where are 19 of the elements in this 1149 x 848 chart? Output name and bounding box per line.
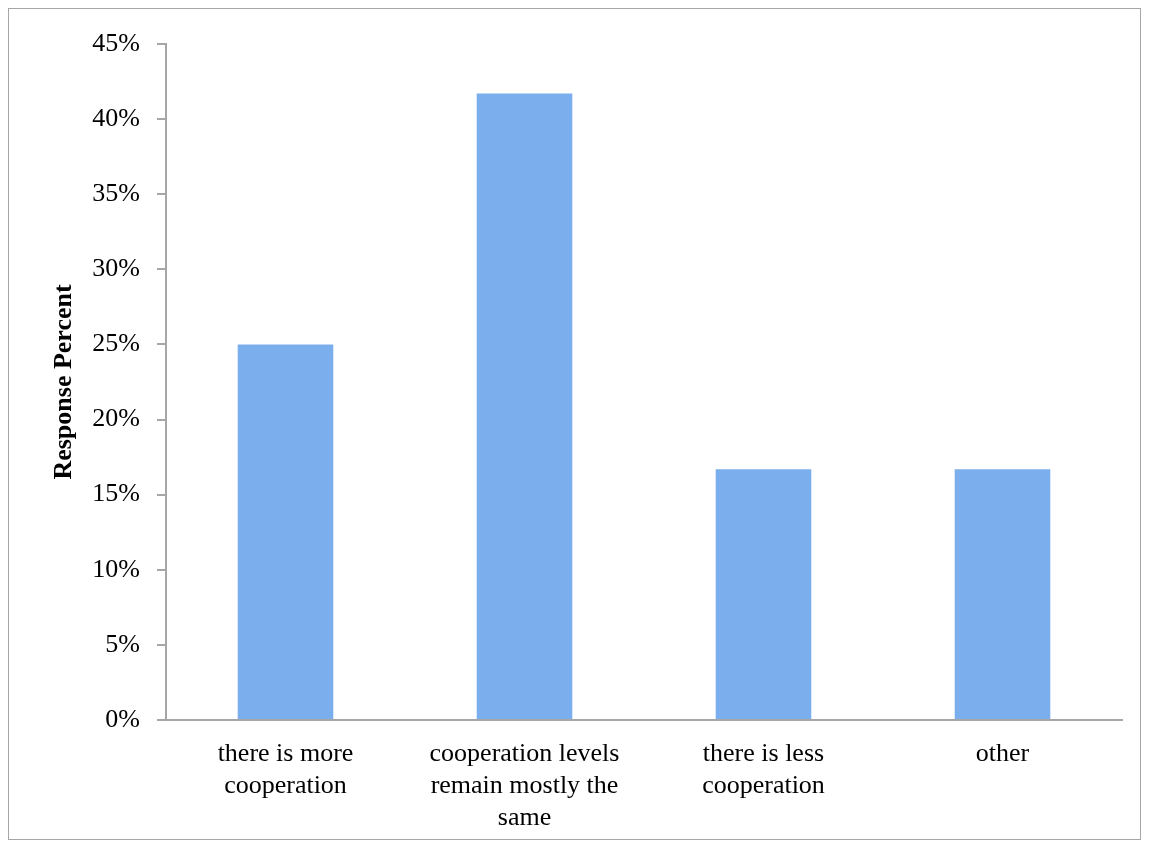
y-tick-label: 35%: [92, 178, 140, 208]
x-tick-label: there is more cooperation: [217, 737, 354, 799]
bar: [715, 469, 812, 719]
y-tick-label: 40%: [92, 102, 140, 132]
y-tick-label: 20%: [92, 403, 140, 433]
bar: [954, 469, 1051, 719]
x-tick-label: other: [975, 737, 1030, 767]
bar: [237, 344, 334, 719]
y-tick-label: 45%: [92, 27, 140, 57]
y-tick-label: 0%: [105, 703, 140, 733]
bar: [476, 93, 573, 719]
y-tick-label: 30%: [92, 253, 140, 283]
y-tick-label: 5%: [105, 628, 140, 658]
y-axis-title: Response Percent: [48, 284, 78, 480]
x-tick-label: cooperation levels remain mostly the same: [429, 737, 620, 831]
y-tick-label: 15%: [92, 478, 140, 508]
y-tick-label: 10%: [92, 553, 140, 583]
x-tick-label: there is less cooperation: [702, 737, 825, 799]
y-tick-label: 25%: [92, 328, 140, 358]
